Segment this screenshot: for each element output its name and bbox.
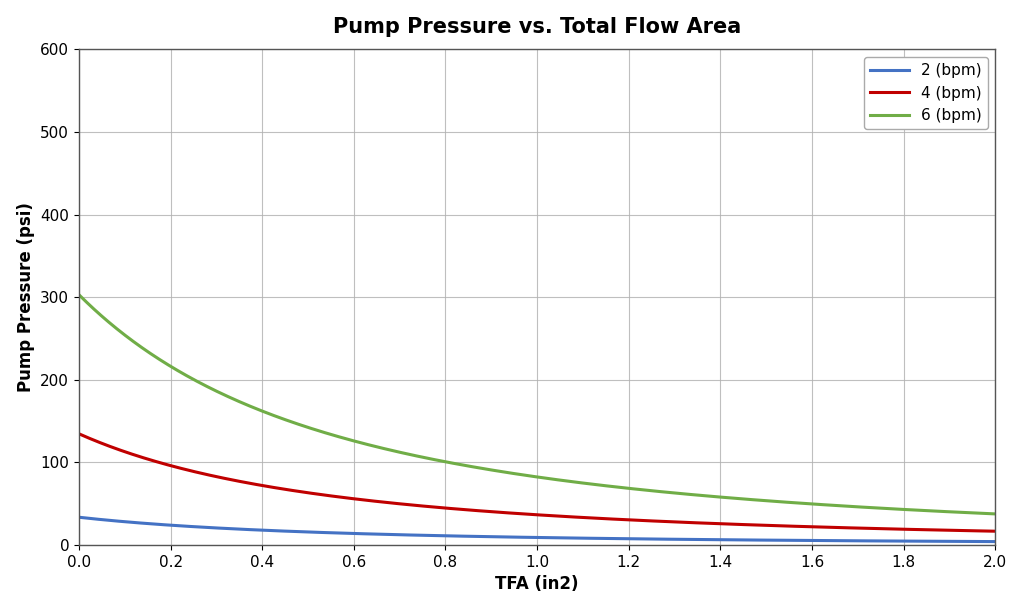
- 4 (bpm): [702, 520, 715, 527]
- Line: 2 (bpm): 2 (bpm): [80, 517, 995, 542]
- 4 (bpm): [167, 462, 179, 470]
- 6 (bpm): [74, 292, 86, 299]
- Legend: 2 (bpm), 4 (bpm), 6 (bpm): 2 (bpm), 4 (bpm), 6 (bpm): [864, 57, 987, 129]
- 4 (bpm): [787, 523, 800, 530]
- 6 (bpm): [989, 510, 1001, 517]
- 4 (bpm): [989, 528, 1001, 535]
- 2 (bpm): [443, 533, 456, 540]
- 4 (bpm): [476, 508, 488, 515]
- 2 (bpm): [804, 537, 816, 544]
- Title: Pump Pressure vs. Total Flow Area: Pump Pressure vs. Total Flow Area: [333, 16, 741, 37]
- 4 (bpm): [443, 504, 456, 512]
- 6 (bpm): [787, 499, 800, 506]
- 6 (bpm): [702, 492, 715, 500]
- 2 (bpm): [787, 537, 800, 544]
- Y-axis label: Pump Pressure (psi): Pump Pressure (psi): [16, 203, 35, 392]
- Line: 4 (bpm): 4 (bpm): [80, 434, 995, 531]
- Line: 6 (bpm): 6 (bpm): [80, 295, 995, 514]
- 2 (bpm): [702, 536, 715, 544]
- 4 (bpm): [804, 523, 816, 530]
- 6 (bpm): [167, 364, 179, 371]
- 2 (bpm): [476, 533, 488, 540]
- 2 (bpm): [74, 514, 86, 521]
- 4 (bpm): [74, 430, 86, 437]
- 6 (bpm): [476, 465, 488, 472]
- 6 (bpm): [443, 459, 456, 466]
- 2 (bpm): [167, 522, 179, 529]
- 6 (bpm): [804, 500, 816, 508]
- 2 (bpm): [989, 538, 1001, 545]
- X-axis label: TFA (in2): TFA (in2): [496, 575, 579, 594]
